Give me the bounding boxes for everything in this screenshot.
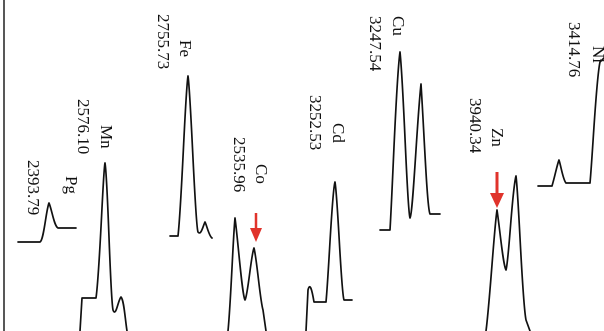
label-wavelength-zn: 3940.34 — [466, 98, 485, 154]
trace-co — [227, 217, 267, 331]
label-element-ni: Ni — [589, 46, 604, 63]
trace-pg — [17, 202, 77, 243]
trace-line-mn — [79, 162, 128, 331]
trace-cu — [379, 51, 441, 231]
trace-line-cd — [305, 181, 353, 331]
label-element-pg: Pg — [62, 176, 81, 194]
label-element-mn: Mn — [97, 125, 116, 149]
label-wavelength-pg: 2393.79 — [24, 160, 43, 215]
label-element-co: Co — [252, 164, 271, 184]
label-element-fe: Fe — [176, 40, 195, 57]
red-arrow-marker-co — [250, 213, 262, 242]
trace-line-fe — [169, 75, 213, 239]
label-element-zn: Zn — [488, 128, 507, 147]
trace-line-pg — [17, 202, 77, 243]
label-element-cu: Cu — [389, 16, 408, 36]
red-arrow-marker-zn — [490, 172, 504, 208]
trace-zn — [485, 175, 531, 331]
label-wavelength-mn: 2576.10 — [74, 99, 93, 154]
trace-cd — [305, 181, 353, 331]
trace-line-cu — [379, 51, 441, 231]
label-wavelength-cd: 3252.53 — [306, 95, 325, 150]
trace-line-zn — [485, 175, 531, 331]
trace-line-ni — [537, 57, 604, 187]
trace-mn — [79, 162, 128, 331]
trace-fe — [169, 75, 213, 239]
label-element-cd: Cd — [329, 123, 348, 143]
trace-ni — [537, 57, 604, 187]
label-wavelength-co: 2535.96 — [230, 137, 249, 192]
label-wavelength-cu: 3247.54 — [366, 16, 385, 72]
label-wavelength-ni: 3414.76 — [565, 22, 584, 77]
trace-line-co — [227, 217, 267, 331]
label-wavelength-fe: 2755.73 — [154, 14, 173, 69]
